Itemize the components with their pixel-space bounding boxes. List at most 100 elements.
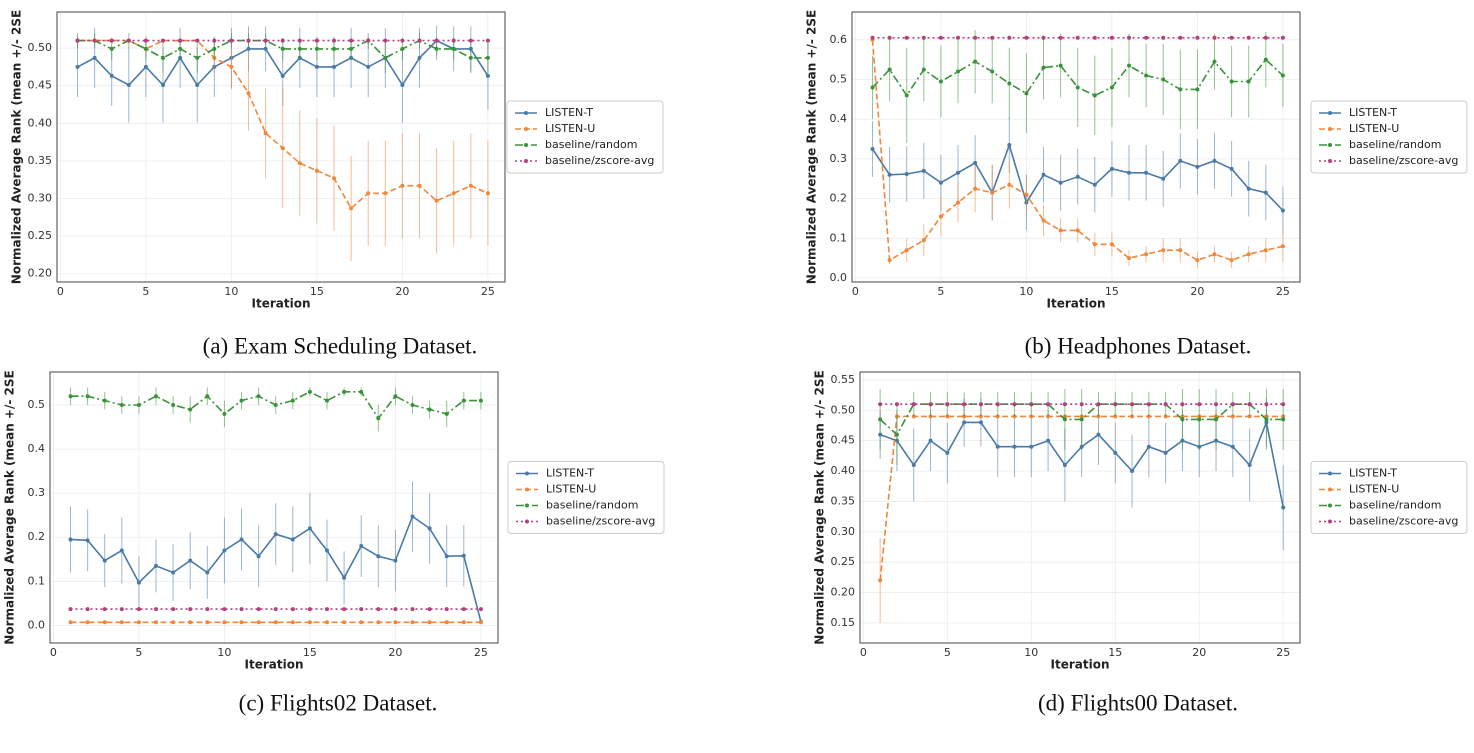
- point: [1127, 63, 1132, 68]
- point: [154, 563, 159, 568]
- point: [1092, 35, 1097, 40]
- legend-marker: [1328, 471, 1332, 476]
- plot-frame: [851, 11, 1301, 283]
- point: [222, 411, 227, 416]
- y-tick-label: 0.5: [28, 398, 46, 411]
- point: [68, 537, 73, 542]
- legend-marker: [1328, 503, 1332, 508]
- point: [1195, 258, 1200, 263]
- y-tick-label: 0.55: [831, 373, 856, 386]
- point: [1109, 166, 1114, 171]
- legend-label: LISTEN-U: [1349, 483, 1399, 496]
- point: [485, 73, 490, 78]
- point: [68, 620, 73, 625]
- x-tick-label: 5: [937, 285, 944, 298]
- legend-label: LISTEN-U: [545, 122, 595, 135]
- point: [956, 69, 961, 74]
- point: [1092, 242, 1097, 247]
- point: [273, 607, 278, 612]
- point: [239, 620, 244, 625]
- point: [1229, 35, 1234, 40]
- x-axis-label: Iteration: [1047, 297, 1106, 311]
- legend-marker: [525, 519, 529, 524]
- point: [427, 407, 432, 412]
- point: [938, 214, 943, 219]
- point: [376, 554, 381, 559]
- point: [921, 238, 926, 243]
- point: [478, 398, 483, 403]
- point: [205, 394, 210, 399]
- point: [990, 190, 995, 195]
- point: [410, 607, 415, 612]
- legend-marker: [524, 159, 528, 163]
- point: [894, 402, 899, 407]
- point: [1195, 35, 1200, 40]
- point: [410, 620, 415, 625]
- point: [468, 183, 473, 188]
- point: [393, 620, 398, 625]
- point: [307, 620, 312, 625]
- point: [451, 191, 456, 196]
- point: [1075, 85, 1080, 90]
- point: [878, 417, 883, 422]
- point: [1146, 444, 1151, 449]
- point: [161, 38, 166, 43]
- x-tick-label: 20: [388, 646, 402, 659]
- point: [332, 64, 337, 69]
- point: [1178, 248, 1183, 253]
- y-axis-label: Normalized Average Rank (mean +/- 2SE: [805, 10, 819, 284]
- point: [1263, 248, 1268, 253]
- point: [1041, 218, 1046, 223]
- y-tick-label: 0.2: [830, 192, 848, 205]
- point: [359, 620, 364, 625]
- x-tick-label: 15: [1108, 646, 1122, 659]
- point: [1281, 417, 1286, 422]
- point: [143, 46, 148, 51]
- point: [1144, 170, 1149, 175]
- point: [154, 394, 159, 399]
- point: [1161, 77, 1166, 82]
- point: [349, 38, 354, 43]
- point: [1163, 402, 1168, 407]
- y-tick-label: 0.45: [831, 434, 856, 447]
- point: [1197, 402, 1202, 407]
- point: [417, 38, 422, 43]
- x-tick-label: 0: [57, 285, 64, 298]
- point: [366, 38, 371, 43]
- point: [280, 46, 285, 51]
- panel: 0.15 0.20 0.25 0.30 0.35 0.40 0.45 0.50 0.55 0 5 10…: [813, 370, 1468, 715]
- point: [342, 620, 347, 625]
- point: [332, 38, 337, 43]
- point: [1229, 79, 1234, 84]
- point: [1214, 402, 1219, 407]
- point: [444, 607, 449, 612]
- point: [229, 38, 234, 43]
- point: [1024, 91, 1029, 96]
- x-tick-label: 20: [395, 285, 409, 298]
- point: [256, 554, 261, 559]
- point: [1178, 87, 1183, 92]
- point: [1229, 258, 1234, 263]
- point: [921, 35, 926, 40]
- point: [1230, 402, 1235, 407]
- legend-box: [506, 100, 664, 174]
- point: [444, 620, 449, 625]
- point: [136, 620, 141, 625]
- point: [956, 170, 961, 175]
- point: [195, 38, 200, 43]
- point: [1007, 182, 1012, 187]
- legend-marker: [1328, 519, 1332, 524]
- y-tick-label: 0.15: [831, 616, 856, 629]
- point: [307, 526, 312, 531]
- point: [136, 403, 141, 408]
- y-tick-label: 0.25: [28, 229, 53, 242]
- point: [485, 55, 490, 60]
- point: [478, 607, 483, 612]
- y-axis-label: Normalized Average Rank (mean +/- 2SE: [10, 10, 24, 284]
- legend-label: LISTEN-U: [546, 483, 596, 496]
- point: [1214, 417, 1219, 422]
- point: [1246, 252, 1251, 257]
- point: [1079, 402, 1084, 407]
- y-tick-label: 0.40: [831, 464, 856, 477]
- point: [366, 191, 371, 196]
